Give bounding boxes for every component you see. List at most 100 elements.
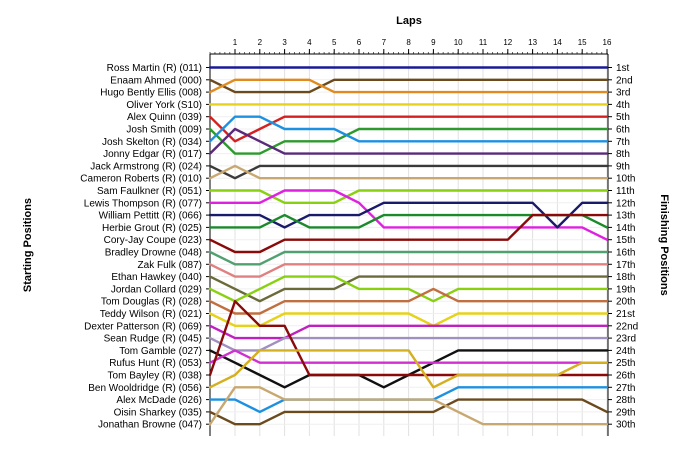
x-axis-title: Laps	[396, 15, 422, 27]
series-line-15	[208, 213, 609, 254]
lap-label-14: 14	[553, 38, 562, 47]
finish-label: 17th	[616, 260, 635, 271]
driver-label: Oliver York (S10)	[126, 100, 202, 111]
finish-label: 14th	[616, 223, 635, 234]
driver-label: Sean Rudge (R) (045)	[104, 334, 202, 345]
right-axis-title: Finishing Positions	[658, 194, 670, 295]
driver-label: Alex Quinn (039)	[127, 112, 202, 123]
driver-label: Jordan Collard (029)	[111, 284, 202, 295]
driver-label: Josh Skelton (R) (034)	[102, 137, 202, 148]
driver-label: William Pettitt (R) (066)	[99, 211, 202, 222]
lap-label-2: 2	[258, 38, 263, 47]
lap-label-16: 16	[603, 38, 612, 47]
finish-label: 19th	[616, 284, 635, 295]
driver-label: Jack Armstrong (R) (024)	[90, 161, 202, 172]
series-line-11	[208, 189, 609, 205]
finish-label: 15th	[616, 235, 635, 246]
series-line-30	[208, 386, 609, 426]
lap-label-6: 6	[357, 38, 362, 47]
left-axis-title: Starting Positions	[22, 198, 34, 292]
finish-label: 18th	[616, 272, 635, 283]
finish-label: 2nd	[616, 75, 633, 86]
lap-label-8: 8	[406, 38, 411, 47]
driver-label: Enaam Ahmed (000)	[110, 75, 202, 86]
driver-label: Jonathan Browne (047)	[98, 420, 202, 431]
lap-label-15: 15	[578, 38, 587, 47]
driver-label: Zak Fulk (087)	[138, 260, 202, 271]
lap-label-7: 7	[382, 38, 387, 47]
driver-label: Josh Smith (009)	[126, 125, 202, 136]
series-line-25	[208, 349, 609, 364]
driver-label: Cameron Roberts (R) (010)	[80, 174, 202, 185]
series-line-22	[208, 324, 609, 340]
driver-label: Jonny Edgar (R) (017)	[103, 149, 202, 160]
driver-label: Oisin Sharkey (035)	[114, 407, 202, 418]
finish-label: 16th	[616, 248, 635, 259]
lap-label-5: 5	[332, 38, 337, 47]
finish-label: 25th	[616, 358, 635, 369]
series-line-16	[208, 250, 609, 266]
series-line-21	[208, 312, 609, 327]
lap-label-13: 13	[528, 38, 537, 47]
driver-label: Ethan Hawkey (040)	[111, 272, 202, 283]
series-line-7	[208, 115, 609, 143]
series-line-12	[208, 189, 609, 241]
series-line-17	[208, 263, 609, 278]
driver-label: Alex McDade (026)	[116, 395, 202, 406]
series-line-13	[208, 201, 609, 229]
finish-label: 29th	[616, 407, 635, 418]
finish-label: 7th	[616, 137, 630, 148]
lap-label-4: 4	[307, 38, 312, 47]
driver-label: Tom Douglas (R) (028)	[101, 297, 202, 308]
finish-label: 26th	[616, 371, 635, 382]
series-line-9	[208, 164, 609, 180]
finish-label: 24th	[616, 346, 635, 357]
driver-label: Ben Wooldridge (R) (056)	[88, 383, 202, 394]
series-line-10	[208, 164, 609, 180]
series-line-27	[208, 349, 609, 389]
series-line-23	[208, 336, 609, 352]
finish-label: 13th	[616, 211, 635, 222]
finish-label: 4th	[616, 100, 630, 111]
finish-label: 5th	[616, 112, 630, 123]
driver-label: Teddy Wilson (R) (021)	[100, 309, 202, 320]
driver-label: Tom Bayley (R) (038)	[108, 371, 202, 382]
series-line-18	[208, 275, 609, 303]
series-line-8	[208, 127, 609, 155]
finish-label: 30th	[616, 420, 635, 431]
finish-label: 1st	[616, 63, 630, 74]
driver-label: Herbie Grout (R) (025)	[102, 223, 202, 234]
finish-label: 10th	[616, 174, 635, 185]
driver-label: Sam Faulkner (R) (051)	[97, 186, 202, 197]
driver-label: Bradley Drowne (048)	[105, 248, 202, 259]
series-line-2	[208, 78, 609, 94]
finish-label: 12th	[616, 198, 635, 209]
series-line-20	[208, 287, 609, 315]
lap-label-10: 10	[454, 38, 463, 47]
series-line-5	[208, 115, 609, 143]
driver-label: Tom Gamble (027)	[119, 346, 202, 357]
finish-label: 9th	[616, 161, 630, 172]
finish-label: 11th	[616, 186, 635, 197]
lap-label-1: 1	[233, 38, 238, 47]
series-line-29	[208, 398, 609, 426]
lap-label-11: 11	[479, 38, 488, 47]
series-line-6	[208, 127, 609, 155]
driver-label: Dexter Patterson (R) (069)	[84, 321, 202, 332]
driver-label: Cory-Jay Coupe (023)	[104, 235, 202, 246]
finish-label: 3rd	[616, 88, 630, 99]
driver-label: Rufus Hunt (R) (053)	[109, 358, 202, 369]
finish-label: 22nd	[616, 321, 638, 332]
finish-label: 21st	[616, 309, 635, 320]
lap-label-12: 12	[503, 38, 512, 47]
lap-label-3: 3	[282, 38, 287, 47]
driver-label: Lewis Thompson (R) (077)	[84, 198, 202, 209]
series-line-3	[208, 78, 609, 94]
lap-label-9: 9	[431, 38, 436, 47]
finish-label: 28th	[616, 395, 635, 406]
driver-label: Ross Martin (R) (011)	[107, 63, 202, 74]
series-layer	[208, 66, 609, 426]
finish-label: 8th	[616, 149, 630, 160]
